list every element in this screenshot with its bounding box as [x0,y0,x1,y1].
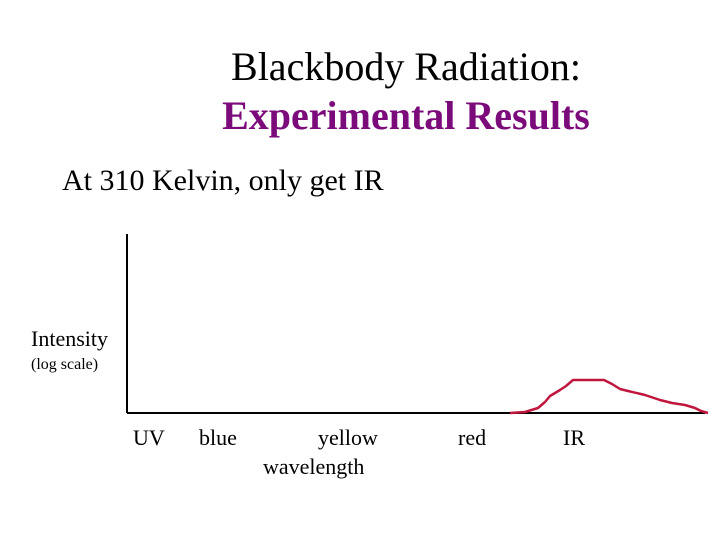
intensity-curve [509,378,709,415]
y-axis-scale-note: (log scale) [31,356,99,373]
x-tick-red: red [458,425,487,450]
slide-title-line2: Experimental Results [222,93,590,138]
x-tick-blue: blue [199,425,237,450]
x-tick-ir: IR [563,425,585,450]
x-tick-yellow: yellow [318,425,378,450]
x-tick-uv: UV [133,425,165,450]
slide-subtitle: At 310 Kelvin, only get IR [62,164,384,197]
y-axis-label: Intensity [31,326,108,351]
slide-title-line1: Blackbody Radiation: [231,44,581,89]
x-axis-label: wavelength [263,454,365,479]
